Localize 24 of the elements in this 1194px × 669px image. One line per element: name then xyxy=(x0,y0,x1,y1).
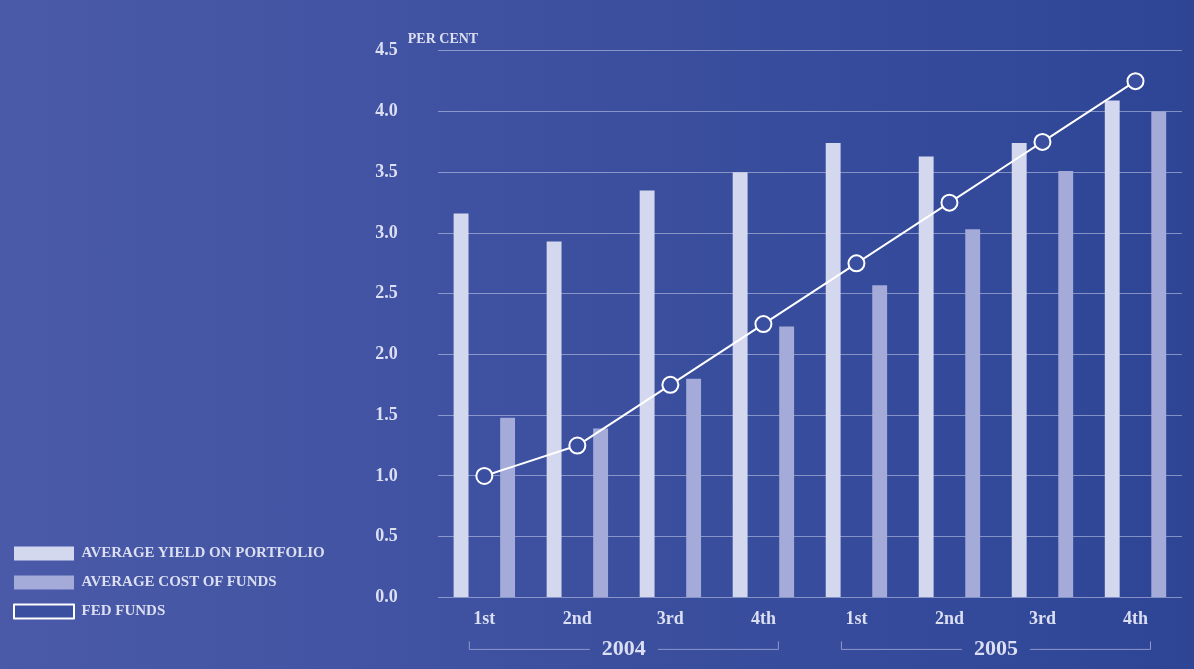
y-tick-label: 4.5 xyxy=(375,39,398,60)
y-tick-label: 2.5 xyxy=(375,282,398,303)
text: 2004 xyxy=(601,635,646,661)
legend-label: FED FUNDS xyxy=(81,602,166,619)
x-tick-label: 3rd xyxy=(656,607,684,628)
y-tick-label: 0.5 xyxy=(375,525,398,546)
x-tick-label: 3rd xyxy=(1028,607,1056,628)
y-tick-label: 3.5 xyxy=(375,160,398,181)
y-tick-label: 1.5 xyxy=(375,403,398,424)
x-tick-label: 2nd xyxy=(934,607,964,628)
text: 2005 xyxy=(973,635,1018,661)
y-axis-title: PER CENT xyxy=(407,31,479,47)
x-tick-label: 4th xyxy=(1122,607,1148,628)
y-tick-label: 3.0 xyxy=(375,221,398,242)
y-tick-label: 1.0 xyxy=(375,464,398,485)
x-tick-label: 4th xyxy=(750,607,776,628)
x-tick-label: 2nd xyxy=(562,607,592,628)
legend-label: AVERAGE YIELD ON PORTFOLIO xyxy=(81,544,325,561)
y-tick-label: 0.0 xyxy=(375,586,398,607)
x-tick-label: 1st xyxy=(473,607,496,628)
y-tick-label: 4.0 xyxy=(375,100,398,121)
x-tick-label: 1st xyxy=(845,607,868,628)
legend-label: AVERAGE COST OF FUNDS xyxy=(81,573,277,590)
y-tick-label: 2.0 xyxy=(375,343,398,364)
